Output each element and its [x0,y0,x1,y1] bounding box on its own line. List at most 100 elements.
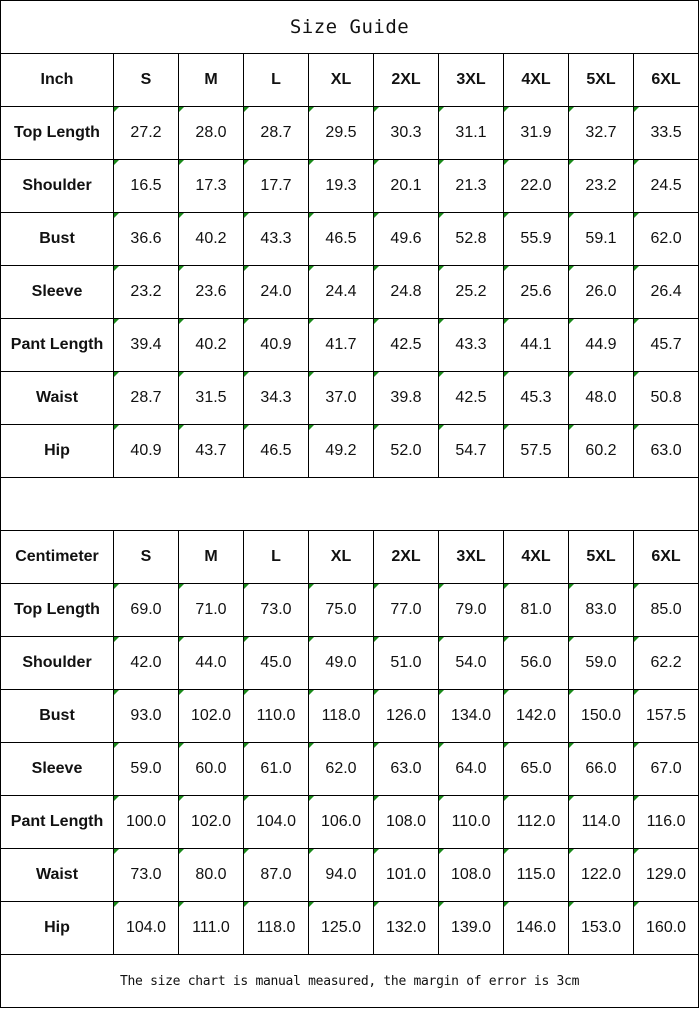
measurement-value: 33.5 [632,106,700,160]
measurement-value: 142.0 [503,689,569,743]
table-row: Waist 28.7 31.5 34.3 37.0 39.8 42.5 45.3 48.0 50.… [0,371,700,425]
measurement-value: 48.0 [568,371,634,425]
measurement-value: 87.0 [243,848,309,902]
measurement-value: 30.3 [373,106,439,160]
cm-header-row: Centimeter S M L XL 2XL 3XL 4XL 5XL 6XL [0,530,700,584]
measurement-value: 49.2 [308,424,374,478]
measurement-value: 63.0 [632,424,700,478]
table-row: Shoulder 42.0 44.0 45.0 49.0 51.0 54.0 56.0 59.0… [0,636,700,690]
measurement-value: 39.4 [113,318,179,372]
measurement-value: 110.0 [438,795,504,849]
measurement-value: 31.9 [503,106,569,160]
measurement-value: 28.7 [113,371,179,425]
size-header: M [178,53,244,107]
measurement-value: 44.9 [568,318,634,372]
page-title: Size Guide [0,0,700,54]
measurement-value: 59.1 [568,212,634,266]
size-header: L [243,53,309,107]
table-row: Sleeve 59.0 60.0 61.0 62.0 63.0 64.0 65.0 66.0 67… [0,742,700,796]
measurement-value: 17.7 [243,159,309,213]
measurement-value: 62.0 [308,742,374,796]
measurement-label: Sleeve [0,265,114,319]
title-row: Size Guide [0,0,700,54]
table-row: Sleeve 23.2 23.6 24.0 24.4 24.8 25.2 25.6 26.0 26… [0,265,700,319]
measurement-value: 73.0 [243,583,309,637]
measurement-value: 31.5 [178,371,244,425]
measurement-label: Sleeve [0,742,114,796]
measurement-value: 125.0 [308,901,374,955]
measurement-value: 24.5 [632,159,700,213]
measurement-value: 106.0 [308,795,374,849]
measurement-value: 28.0 [178,106,244,160]
measurement-value: 112.0 [503,795,569,849]
measurement-value: 69.0 [113,583,179,637]
measurement-value: 116.0 [632,795,700,849]
measurement-value: 29.5 [308,106,374,160]
measurement-label: Waist [0,848,114,902]
measurement-value: 146.0 [503,901,569,955]
measurement-value: 85.0 [632,583,700,637]
measurement-value: 129.0 [632,848,700,902]
measurement-value: 108.0 [373,795,439,849]
measurement-value: 93.0 [113,689,179,743]
measurement-value: 28.7 [243,106,309,160]
measurement-value: 46.5 [308,212,374,266]
measurement-value: 45.3 [503,371,569,425]
measurement-value: 43.3 [438,318,504,372]
measurement-value: 132.0 [373,901,439,955]
measurement-value: 80.0 [178,848,244,902]
measurement-value: 23.2 [113,265,179,319]
measurement-value: 43.3 [243,212,309,266]
measurement-value: 60.2 [568,424,634,478]
measurement-value: 100.0 [113,795,179,849]
measurement-value: 62.0 [632,212,700,266]
measurement-value: 42.0 [113,636,179,690]
size-header: 5XL [568,53,634,107]
measurement-value: 75.0 [308,583,374,637]
measurement-value: 42.5 [373,318,439,372]
measurement-value: 23.2 [568,159,634,213]
table-row: Top Length 69.0 71.0 73.0 75.0 77.0 79.0 81.0 83… [0,583,700,637]
measurement-value: 108.0 [438,848,504,902]
measurement-value: 16.5 [113,159,179,213]
unit-label: Centimeter [0,530,114,584]
size-header: XL [308,530,374,584]
table-row: Shoulder 16.5 17.3 17.7 19.3 20.1 21.3 22.0 23.2… [0,159,700,213]
measurement-value: 153.0 [568,901,634,955]
size-header: S [113,53,179,107]
measurement-value: 59.0 [113,742,179,796]
table-row: Bust 93.0 102.0 110.0 118.0 126.0 134.0 142.0 15… [0,689,700,743]
measurement-value: 114.0 [568,795,634,849]
size-header: 2XL [373,53,439,107]
measurement-value: 111.0 [178,901,244,955]
measurement-value: 56.0 [503,636,569,690]
measurement-value: 71.0 [178,583,244,637]
measurement-value: 61.0 [243,742,309,796]
measurement-value: 81.0 [503,583,569,637]
spacer-row [0,477,700,531]
measurement-value: 23.6 [178,265,244,319]
measurement-value: 27.2 [113,106,179,160]
measurement-value: 102.0 [178,689,244,743]
measurement-value: 110.0 [243,689,309,743]
measurement-value: 41.7 [308,318,374,372]
table-row: Pant Length 100.0 102.0 104.0 106.0 108.0 110.… [0,795,700,849]
measurement-value: 160.0 [632,901,700,955]
measurement-label: Shoulder [0,636,114,690]
measurement-value: 66.0 [568,742,634,796]
table-row: Hip 104.0 111.0 118.0 125.0 132.0 139.0 146.0 15… [0,901,700,955]
measurement-value: 57.5 [503,424,569,478]
measurement-value: 43.7 [178,424,244,478]
measurement-label: Bust [0,212,114,266]
spacer-cell [0,477,700,531]
measurement-value: 83.0 [568,583,634,637]
measurement-label: Waist [0,371,114,425]
measurement-value: 40.9 [243,318,309,372]
measurement-value: 22.0 [503,159,569,213]
measurement-value: 19.3 [308,159,374,213]
measurement-label: Top Length [0,583,114,637]
size-header: 6XL [632,530,700,584]
measurement-label: Bust [0,689,114,743]
measurement-value: 49.6 [373,212,439,266]
